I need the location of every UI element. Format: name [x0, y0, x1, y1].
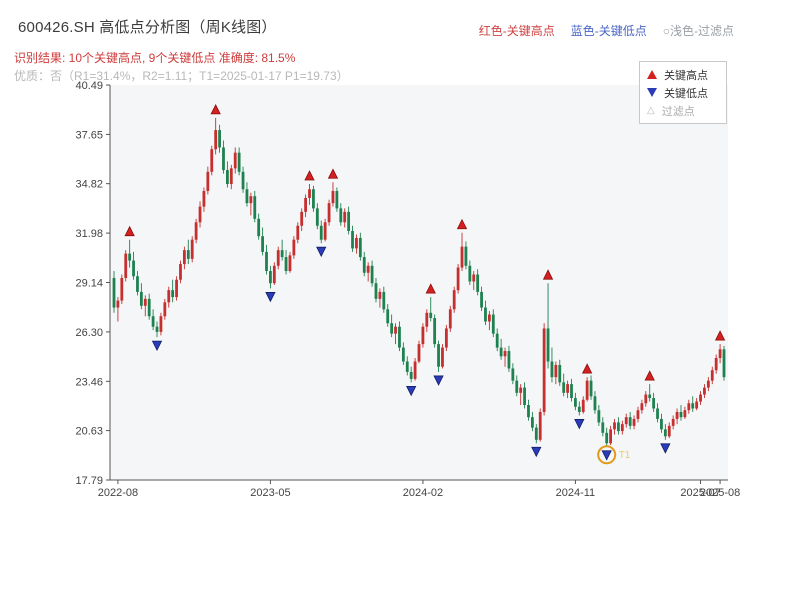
down-triangle-icon: [647, 88, 657, 97]
svg-text:40.49: 40.49: [75, 80, 103, 92]
inline-legend-key-low: 蓝色-关键低点: [570, 24, 647, 38]
recognition-result-text: 识别结果: 10个关键高点, 9个关键低点 准确度: 81.5%: [14, 51, 296, 65]
legend-item-key-high: 关键高点: [647, 68, 719, 82]
svg-text:37.65: 37.65: [75, 129, 103, 141]
legend-item-filter-point: 过滤点: [647, 104, 719, 118]
t1-highlight-circle: [597, 445, 617, 465]
candlestick-series: [112, 117, 726, 447]
svg-text:2023-05: 2023-05: [250, 487, 290, 499]
svg-text:2025-08: 2025-08: [700, 487, 740, 499]
legend-label-filter-point: 过滤点: [661, 105, 695, 118]
legend-label-key-high: 关键高点: [664, 69, 708, 82]
svg-text:2022-08: 2022-08: [98, 487, 138, 499]
inline-legend-key-high: 红色-关键高点: [478, 24, 555, 38]
inline-legend-filter-point: ○浅色-过滤点: [662, 24, 734, 38]
svg-text:26.30: 26.30: [75, 327, 103, 339]
svg-text:31.98: 31.98: [75, 228, 103, 240]
t1-annotation: T1: [619, 450, 631, 461]
hollow-triangle-icon: [647, 106, 655, 116]
t1-highlight: T1: [597, 445, 631, 465]
legend-item-key-low: 关键低点: [647, 86, 719, 100]
key-high-markers: [124, 103, 726, 381]
page-title: 600426.SH 高低点分析图（周K线图）: [18, 19, 277, 36]
svg-text:2025-07: 2025-07: [680, 487, 720, 499]
svg-text:17.79: 17.79: [75, 475, 103, 487]
svg-text:20.63: 20.63: [75, 426, 103, 438]
svg-text:29.14: 29.14: [75, 278, 103, 290]
svg-text:34.82: 34.82: [75, 179, 103, 191]
svg-text:23.46: 23.46: [75, 376, 103, 388]
chart-legend: 关键高点 关键低点 过滤点: [639, 61, 727, 124]
inline-color-legend: 红色-关键高点 蓝色-关键低点 ○浅色-过滤点: [479, 22, 734, 39]
svg-text:2024-02: 2024-02: [403, 487, 443, 499]
legend-label-key-low: 关键低点: [664, 87, 708, 100]
up-triangle-icon: [647, 70, 657, 79]
key-low-markers: [151, 246, 671, 461]
quality-metrics-text: 优质：否（R1=31.4%，R2=1.11；T1=2025-01-17 P1=1…: [14, 69, 349, 83]
svg-text:2024-11: 2024-11: [556, 487, 596, 499]
y-axis-ticks: 40.49 37.65 34.82 31.98 29.14 26.30 23.46 20.63…: [75, 80, 110, 487]
x-axis-ticks: 2022-08 2023-05 2024-02 2024-11 2025-072025-…: [98, 480, 740, 499]
